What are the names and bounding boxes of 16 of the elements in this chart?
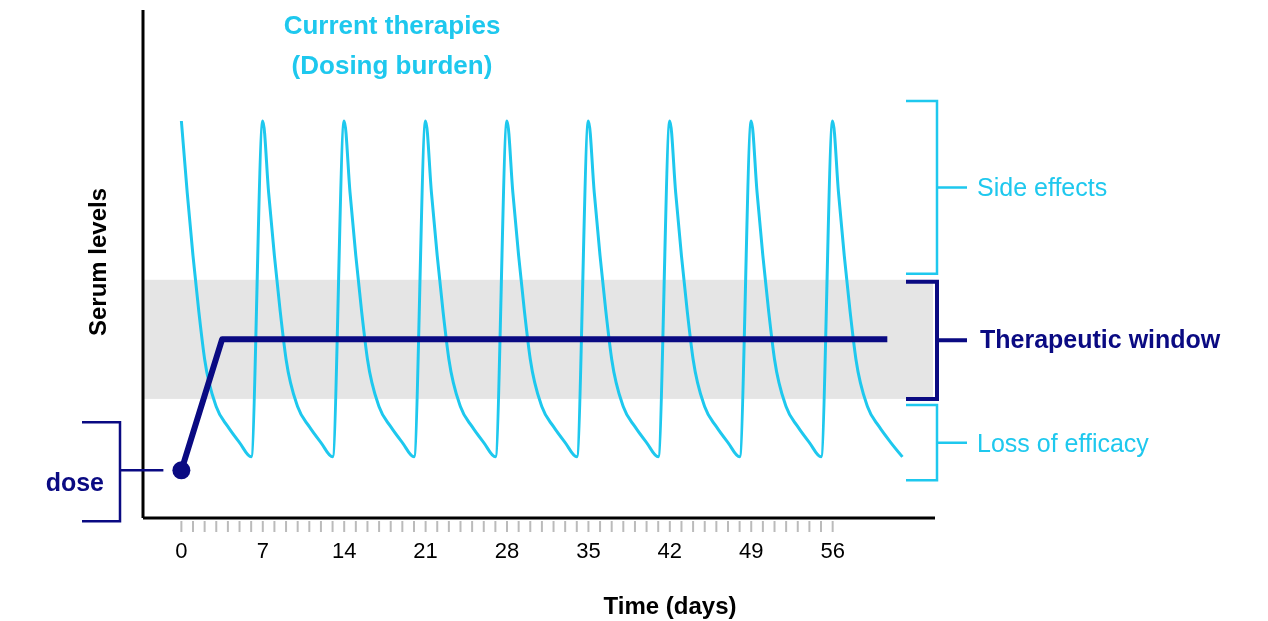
x-tick-label: 7 [256,538,269,563]
x-tick-label: 56 [820,538,845,563]
text: Loss of efficacy [977,428,1150,457]
x-tick-label: 21 [413,538,438,563]
x-tick-label: 35 [576,538,601,563]
series-label: Current therapies (Dosing burden) [283,10,501,80]
x-tick-label: 42 [657,538,683,563]
x-tick-label: 49 [739,538,764,563]
text: Side effects [977,173,1108,202]
text: dose [45,468,105,497]
x-axis-title: Time (days) [603,592,737,619]
y-axis-title: Serum levels [84,187,111,337]
band-label: Therapeutic window [980,325,1221,354]
x-tick-label: 14 [331,538,357,563]
x-tick-label: 0 [175,538,188,563]
x-tick-label: 28 [494,538,520,563]
